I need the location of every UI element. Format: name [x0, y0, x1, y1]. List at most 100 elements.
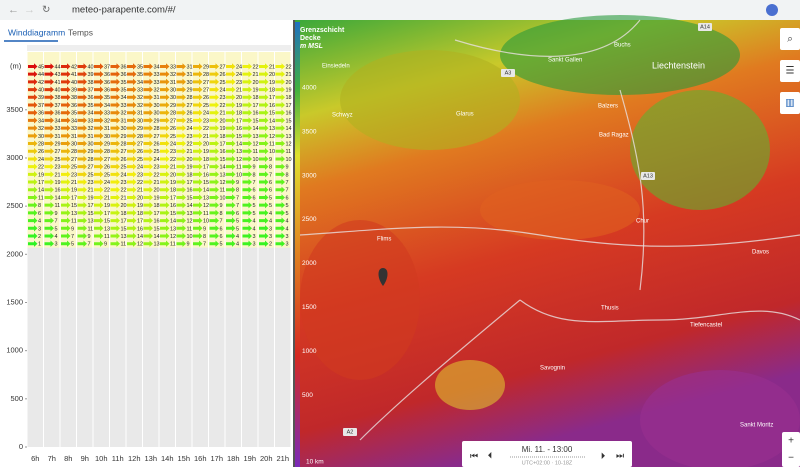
wind-arrow: [61, 225, 71, 232]
wind-arrow: [28, 155, 38, 163]
wind-speed: 15: [253, 118, 259, 124]
wind-speed: 9: [187, 242, 190, 248]
wind-arrow: [160, 178, 170, 186]
playback-button[interactable]: ⏴: [488, 450, 493, 460]
wind-speed: 11: [88, 226, 94, 232]
wind-arrow: [259, 171, 269, 178]
map-tool-button[interactable]: [780, 92, 800, 114]
wind-arrow: [193, 78, 203, 86]
wind-speed: 10: [220, 195, 226, 201]
wind-speed: 25: [88, 172, 94, 178]
settings-icon[interactable]: ☰: [786, 66, 795, 77]
terrain-zone: [480, 180, 640, 240]
wind-arrow: [28, 148, 38, 155]
map-tool-button[interactable]: [780, 28, 800, 50]
x-tick-label: 12h: [128, 454, 141, 463]
wind-arrow: [77, 148, 87, 155]
road-badge: [641, 172, 655, 180]
wind-speed: 21: [137, 188, 143, 194]
wind-speed: 37: [88, 88, 94, 94]
playback-button[interactable]: ⏮: [470, 450, 478, 460]
wind-speed: 13: [187, 211, 193, 217]
map-tool-button[interactable]: [780, 60, 800, 82]
wind-arrow: [209, 148, 219, 155]
wind-speed: 34: [137, 80, 143, 86]
wind-arrow: [242, 70, 252, 78]
wind-arrow: [77, 178, 87, 186]
wind-arrow: [94, 171, 104, 178]
wind-arrow: [44, 186, 54, 193]
playback-button[interactable]: ⏵: [601, 450, 606, 460]
wind-speed: 17: [187, 180, 193, 186]
wind-arrow: [226, 86, 236, 93]
wind-speed: 4: [253, 226, 256, 232]
place-label: Buchs: [614, 43, 631, 49]
wind-arrow: [160, 186, 170, 193]
wind-arrow: [143, 225, 153, 232]
wind-arrow: [193, 155, 203, 163]
wind-arrow: [127, 101, 137, 109]
wind-speed: 4: [55, 234, 58, 240]
wind-arrow: [275, 132, 285, 140]
wind-arrow: [110, 155, 120, 163]
wind-arrow: [143, 132, 153, 140]
zoom-control[interactable]: [782, 432, 800, 467]
wind-arrow: [61, 201, 71, 209]
wind-arrow: [143, 171, 153, 178]
terrain-zone: [340, 50, 520, 150]
wind-arrow: [242, 240, 252, 247]
wind-speed: 17: [269, 95, 275, 101]
wind-arrow: [160, 201, 170, 209]
zoom-out[interactable]: −: [788, 453, 794, 464]
wind-speed: 3: [253, 234, 256, 240]
wind-arrow: [160, 225, 170, 232]
wind-speed: 27: [137, 141, 143, 147]
profile-icon[interactable]: [766, 4, 778, 16]
wind-arrow: [94, 201, 104, 209]
legend-tick-label: 2500: [302, 216, 317, 223]
wind-speed: 30: [170, 95, 176, 101]
wind-arrow: [275, 186, 285, 193]
wind-speed: 35: [71, 111, 77, 117]
wind-arrow: [127, 178, 137, 186]
wind-speed: 33: [137, 88, 143, 94]
wind-arrow: [226, 186, 236, 193]
wind-arrow: [259, 194, 269, 201]
tab[interactable]: Winddiagramm: [8, 27, 65, 37]
wind-speed: 29: [88, 149, 94, 155]
wind-arrow: [110, 117, 120, 124]
reload-button[interactable]: ↻: [42, 5, 50, 16]
wind-speed: 16: [203, 172, 209, 178]
wind-speed: 12: [187, 219, 193, 225]
wind-speed: 38: [55, 95, 61, 101]
wind-arrow: [143, 217, 153, 224]
wind-arrow: [61, 101, 71, 109]
wind-arrow: [61, 63, 71, 70]
wind-arrow: [275, 140, 285, 147]
splitter[interactable]: [293, 20, 295, 467]
playback-button[interactable]: ⏭: [616, 450, 624, 460]
wind-arrow: [127, 232, 137, 240]
wind-arrow: [275, 94, 285, 101]
wind-arrow: [209, 232, 219, 240]
url[interactable]: meteo-parapente.com/#/: [72, 5, 176, 16]
wind-speed: 33: [104, 111, 110, 117]
wind-arrow: [176, 209, 186, 217]
tab[interactable]: Temps: [68, 27, 93, 37]
wind-speed: 28: [38, 141, 44, 147]
wind-arrow: [77, 101, 87, 109]
wind-speed: 13: [236, 149, 242, 155]
back-button[interactable]: ←: [8, 4, 19, 16]
forward-button[interactable]: →: [24, 4, 35, 16]
chart-icon[interactable]: ▥: [785, 98, 794, 109]
wind-speed: 24: [236, 64, 242, 70]
wind-speed: 9: [71, 226, 74, 232]
wind-speed: 9: [269, 157, 272, 163]
zoom-in[interactable]: +: [788, 436, 794, 447]
wind-speed: 29: [154, 118, 160, 124]
wind-speed: 10: [286, 157, 292, 163]
search-icon[interactable]: ⌕: [787, 34, 793, 45]
wind-arrow: [226, 78, 236, 86]
wind-speed: 16: [269, 103, 275, 109]
